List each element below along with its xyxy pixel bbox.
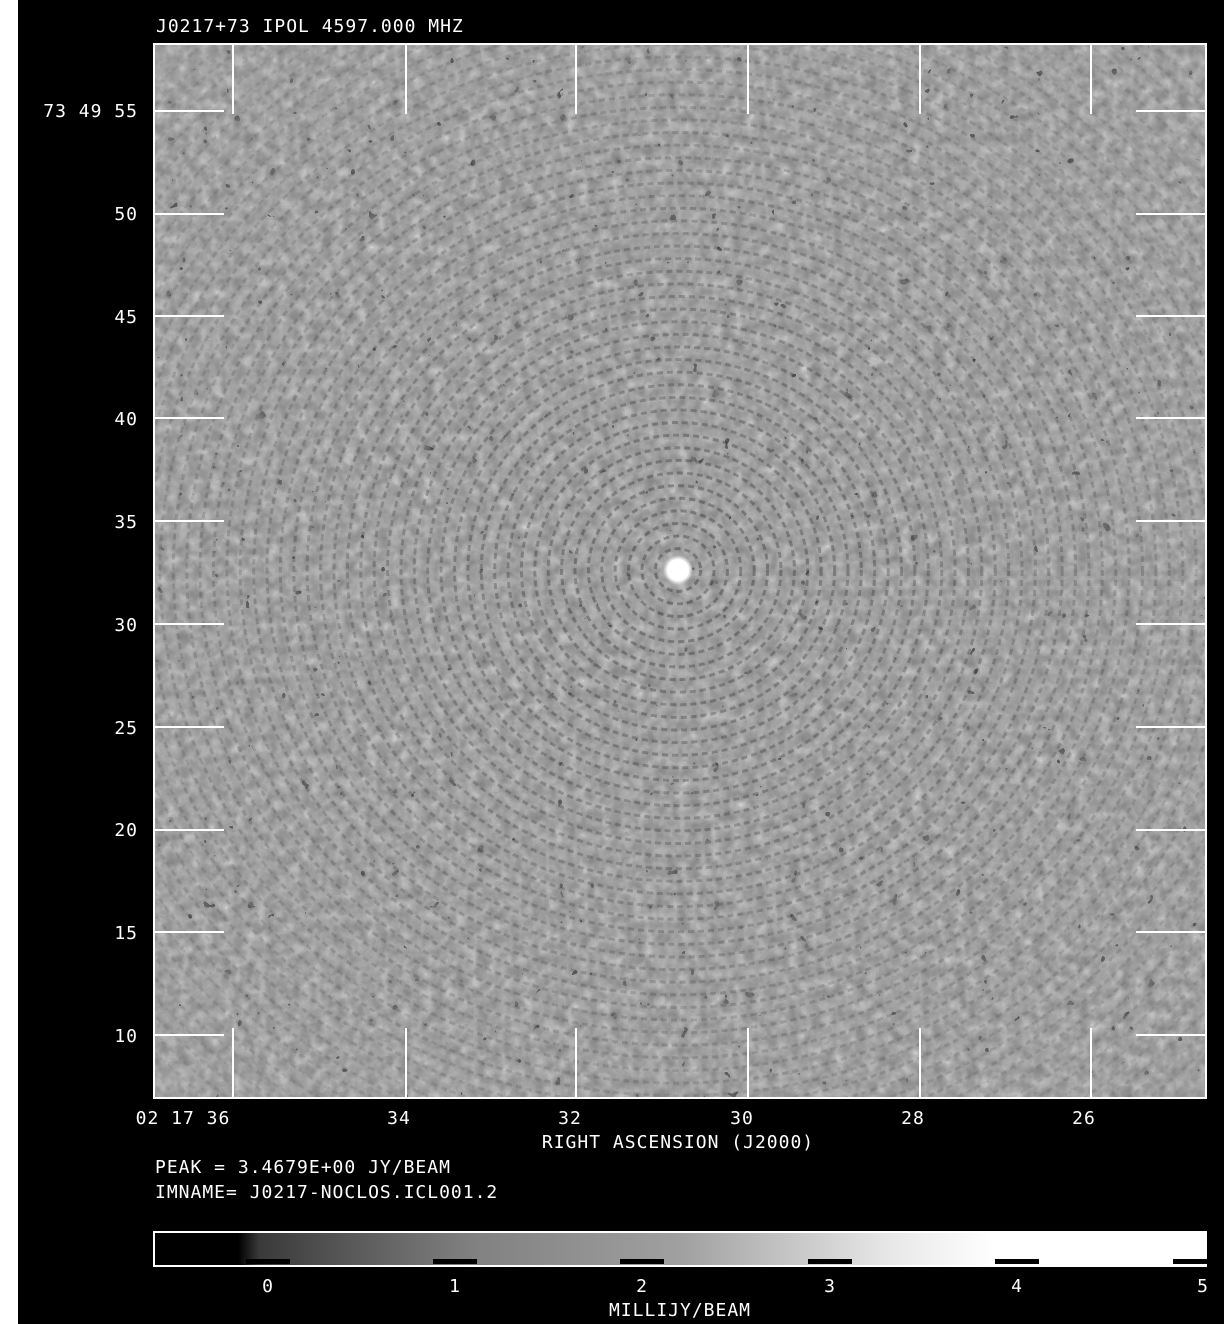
sidelobe-ring — [452, 358, 904, 782]
sidelobe-ring — [158, 80, 1198, 1060]
colorbar-tick — [808, 1259, 852, 1264]
y-tick-label: 30 — [114, 615, 138, 636]
colorbar-tick — [995, 1259, 1039, 1264]
y-tick-label: 10 — [114, 1026, 138, 1047]
sidelobe-ring — [439, 345, 917, 795]
y-tick-label: 35 — [114, 512, 138, 533]
sidelobe-ring — [319, 231, 1037, 909]
map-image — [154, 44, 1206, 1098]
sidelobe-ring — [493, 395, 863, 745]
map-title: J0217+73 IPOL 4597.000 MHZ — [156, 16, 464, 37]
y-tick-label: 40 — [114, 409, 138, 430]
x-tick-label: 30 — [730, 1108, 754, 1129]
sidelobe-ring — [198, 118, 1158, 1022]
sidelobe-ring — [560, 458, 796, 682]
sidelobe-ring — [154, 55, 1206, 1085]
sidelobe-rings — [154, 44, 1206, 1098]
colorbar-tick-label: 1 — [449, 1276, 461, 1297]
x-axis-ticks — [232, 44, 1092, 1098]
y-tick-label: 25 — [114, 718, 138, 739]
sidelobe-ring — [372, 282, 984, 858]
sidelobe-ring — [399, 307, 957, 833]
sidelobe-ring — [627, 521, 729, 619]
x-tick-label: 26 — [1072, 1108, 1096, 1129]
sidelobe-ring — [278, 194, 1078, 946]
y-axis-ticks — [154, 110, 1206, 1036]
x-tick-label: 28 — [901, 1108, 925, 1129]
sidelobe-ring — [386, 294, 970, 846]
colorbar-tick-label: 3 — [824, 1276, 836, 1297]
sidelobe-ring — [265, 181, 1091, 959]
sidelobe-ring — [171, 93, 1185, 1047]
x-tick-label: 34 — [387, 1108, 411, 1129]
map-frame — [153, 43, 1207, 1099]
sidelobe-ring — [412, 320, 944, 820]
peak-info: PEAK = 3.4679E+00 JY/BEAM — [155, 1157, 451, 1178]
sidelobe-ring — [238, 156, 1118, 984]
colorbar-tick-label: 4 — [1011, 1276, 1023, 1297]
colorbar-tick-label: 5 — [1197, 1276, 1209, 1297]
colorbar-tick — [1173, 1259, 1217, 1264]
x-axis-label: RIGHT ASCENSION (J2000) — [542, 1132, 814, 1153]
sidelobe-ring — [640, 534, 716, 606]
sidelobe-ring — [479, 383, 877, 757]
sidelobe-ring — [546, 446, 810, 694]
sidelobe-ring — [211, 131, 1145, 1009]
sidelobe-ring — [225, 143, 1131, 997]
sidelobe-ring — [506, 408, 850, 732]
sidelobe-ring — [292, 206, 1064, 934]
sidelobe-ring — [466, 370, 890, 770]
y-tick-label: 15 — [114, 923, 138, 944]
y-tick-label: 50 — [114, 204, 138, 225]
y-tick-label: 20 — [114, 820, 138, 841]
sidelobe-ring — [359, 269, 997, 871]
colorbar-label: MILLIJY/BEAM — [609, 1300, 751, 1321]
sidelobe-ring — [613, 509, 743, 631]
colorbar — [153, 1231, 1207, 1267]
colorbar-tick-label: 0 — [262, 1276, 274, 1297]
sidelobe-ring — [332, 244, 1024, 896]
y-tick-label: 45 — [114, 307, 138, 328]
sidelobe-ring — [533, 433, 823, 707]
sidelobe-ring — [185, 105, 1171, 1035]
sidelobe-ring — [154, 68, 1206, 1072]
x-tick-label: 32 — [558, 1108, 582, 1129]
sidelobe-ring — [345, 257, 1011, 883]
colorbar-tick — [246, 1259, 290, 1264]
colorbar-tick-label: 2 — [636, 1276, 648, 1297]
y-tick-label: 73 49 55 — [43, 101, 138, 122]
sidelobe-ring — [305, 219, 1051, 921]
image-name: IMNAME= J0217-NOCLOS.ICL001.2 — [155, 1182, 498, 1203]
peak-source — [663, 555, 693, 585]
colorbar-ticks — [246, 1259, 1217, 1264]
sidelobe-ring — [653, 547, 703, 593]
sidelobe-ring — [426, 332, 930, 808]
sidelobe-ring — [586, 484, 770, 656]
sidelobe-ring — [252, 168, 1104, 972]
sidelobe-ring — [519, 421, 837, 719]
x-tick-label: 02 17 36 — [136, 1108, 231, 1129]
colorbar-tick — [433, 1259, 477, 1264]
colorbar-tick — [620, 1259, 664, 1264]
sidelobe-ring — [600, 496, 756, 644]
sidelobe-ring — [573, 471, 783, 669]
